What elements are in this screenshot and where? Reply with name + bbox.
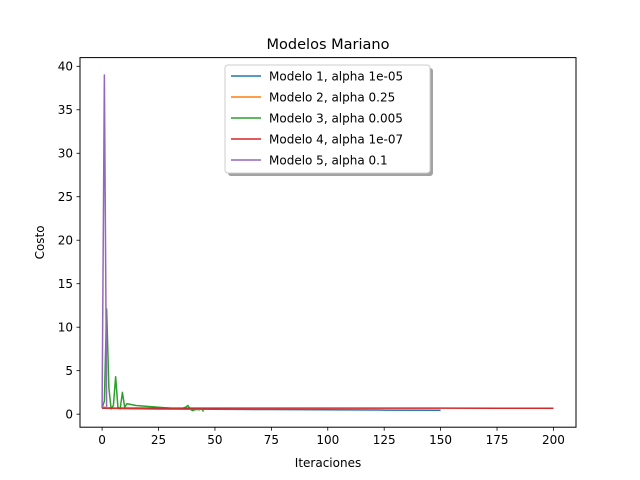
- x-tick-label: 100: [316, 433, 339, 447]
- y-tick-label: 15: [58, 277, 73, 291]
- y-tick-label: 25: [58, 190, 73, 204]
- series-layer: [101, 74, 554, 413]
- legend-items: Modelo 1, alpha 1e-05 Modelo 2, alpha 0.2…: [231, 69, 403, 167]
- x-axis-label: Iteraciones: [295, 456, 361, 470]
- chart-title: Modelos Mariano: [267, 37, 390, 53]
- y-tick-label: 35: [58, 103, 73, 117]
- y-tick-label: 20: [58, 234, 73, 248]
- y-axis-label: Costo: [33, 225, 47, 259]
- y-tick-label: 40: [58, 60, 73, 74]
- series-line-5: [101, 74, 108, 409]
- x-tick-label: 150: [429, 433, 452, 447]
- x-tick-label: 75: [264, 433, 279, 447]
- x-tick-label: 200: [542, 433, 565, 447]
- legend-label-3: Modelo 3, alpha 0.005: [269, 111, 403, 125]
- x-tick-label: 175: [486, 433, 509, 447]
- legend-label-2: Modelo 2, alpha 0.25: [269, 90, 395, 104]
- x-tick-label: 0: [98, 433, 106, 447]
- legend-box: [224, 64, 431, 174]
- legend-label-4: Modelo 4, alpha 1e-07: [269, 132, 403, 146]
- x-tick-label: 50: [207, 433, 222, 447]
- legend-label-1: Modelo 1, alpha 1e-05: [269, 69, 403, 83]
- y-tick-label: 5: [65, 364, 73, 378]
- legend: Modelo 1, alpha 1e-05 Modelo 2, alpha 0.2…: [224, 64, 433, 176]
- x-tick-label: 25: [151, 433, 166, 447]
- x-tick-label: 125: [373, 433, 396, 447]
- y-tick-label: 10: [58, 320, 73, 334]
- y-tick-label: 0: [65, 407, 73, 421]
- x-axis: 0 25 50 75 100 125 150 175 200: [98, 427, 565, 447]
- y-tick-label: 30: [58, 147, 73, 161]
- legend-label-5: Modelo 5, alpha 0.1: [269, 153, 388, 167]
- y-axis: 0 5 10 15 20 25 30 35 40: [58, 60, 80, 421]
